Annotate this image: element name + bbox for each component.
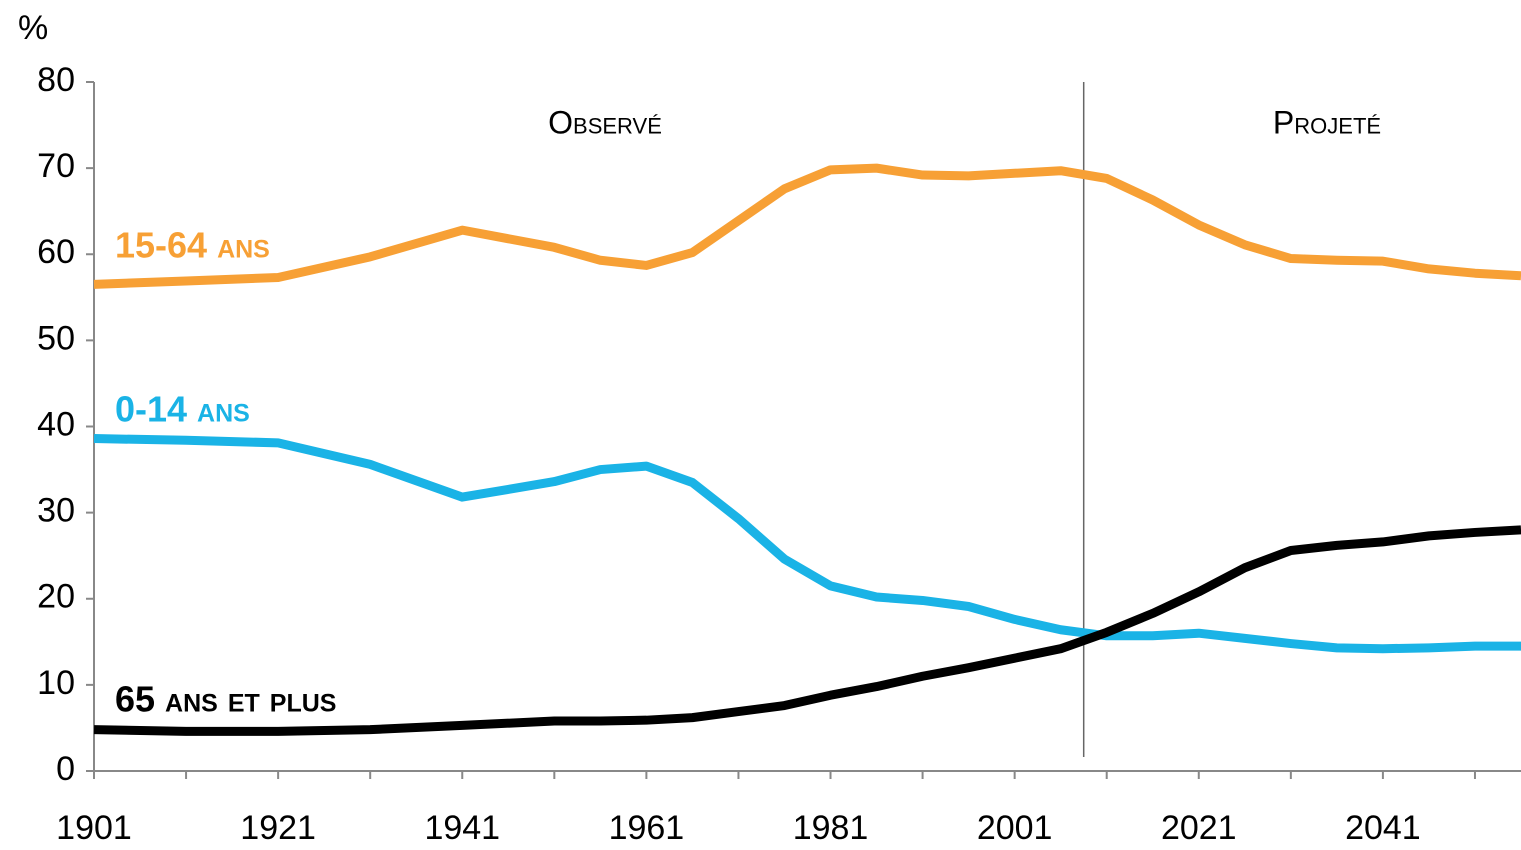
projected-label: Projeté (1273, 104, 1381, 140)
y-tick-label: 10 (37, 664, 75, 702)
series-label: 0-14 ans (115, 389, 250, 430)
x-tick-label: 2021 (1161, 809, 1237, 847)
y-tick-label: 70 (37, 147, 75, 185)
y-tick-label: 80 (37, 61, 75, 99)
x-tick-label: 1901 (56, 809, 132, 847)
x-tick-label: 2001 (977, 809, 1053, 847)
y-tick-label: 0 (56, 750, 75, 788)
y-tick-label: 20 (37, 578, 75, 616)
y-tick-label: 40 (37, 405, 75, 443)
y-tick-label: 50 (37, 319, 75, 357)
series-line (93, 434, 1521, 654)
x-tick-label: 1961 (609, 809, 685, 847)
series-line (93, 163, 1521, 289)
x-tick-label: 1921 (240, 809, 316, 847)
y-tick-label: 60 (37, 233, 75, 271)
y-axis-label: % (18, 9, 48, 47)
y-tick-label: 30 (37, 492, 75, 530)
observed-label: Observé (548, 104, 662, 140)
series-line (93, 525, 1521, 736)
x-tick-label: 1941 (424, 809, 500, 847)
x-tick-label: 2041 (1345, 809, 1421, 847)
series-label: 15-64 ans (115, 225, 270, 266)
series-label: 65 ans et plus (115, 679, 336, 720)
x-tick-label: 1981 (793, 809, 869, 847)
